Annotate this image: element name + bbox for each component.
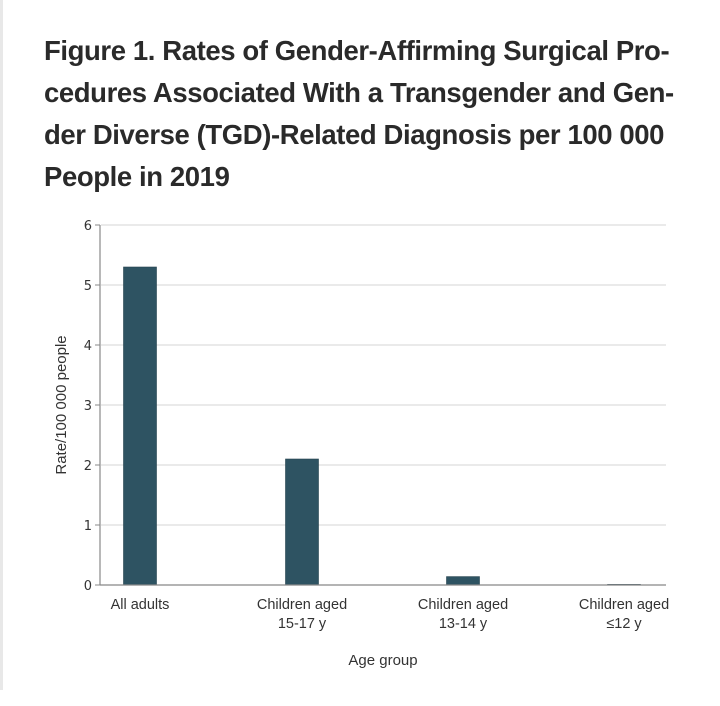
x-tick-label: All adults [111,597,170,613]
x-tick-label: Children aged [579,597,669,613]
x-tick-label: 13-14 y [439,616,488,632]
x-tick-label: Children aged [257,597,347,613]
title-line: People in 2019 [44,161,230,192]
y-tick-label: 1 [84,519,92,534]
x-axis-label: Age group [348,652,417,669]
y-axis: 0 1 2 3 4 5 6 [84,219,101,594]
y-tick-label: 0 [84,579,92,594]
y-tick-label: 2 [84,459,92,474]
bar [123,266,157,586]
figure-title: Figure 1. Rates of Gender-Affirming Surg… [44,30,684,198]
y-tick-label: 4 [84,339,92,354]
y-tick-label: 5 [84,279,92,294]
x-tick-label: Children aged [418,597,508,613]
bar [446,576,480,586]
y-tick-label: 6 [84,219,92,234]
x-axis: All adults Children aged 15-17 y Children a… [100,584,669,632]
title-line: cedures Associated With a Transgender an… [44,77,674,108]
y-tick-label: 3 [84,399,92,414]
title-line: Figure 1. Rates of Gender-Affirming Surg… [44,35,670,66]
title-line: der Diverse (TGD)-Related Diagnosis per … [44,119,665,150]
y-axis-label: Rate/100 000 people [53,335,70,474]
bar [285,458,319,586]
gridlines [101,224,666,526]
page-edge [0,0,3,690]
bars [123,266,641,586]
x-tick-label: 15-17 y [278,616,327,632]
x-tick-label: ≤12 y [606,616,642,632]
